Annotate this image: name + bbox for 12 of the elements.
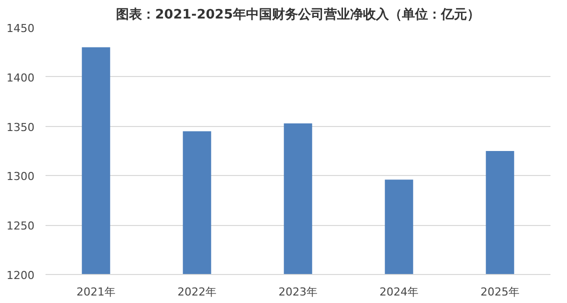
y-tick-label: 1450 — [6, 22, 35, 35]
y-tick-label: 1350 — [6, 120, 35, 134]
x-tick-label: 2025年 — [480, 286, 520, 298]
y-tick-label: 1250 — [6, 220, 35, 233]
y-tick-label: 1300 — [6, 170, 35, 184]
x-tick-label: 2022年 — [178, 286, 217, 298]
y-tick-label: 1200 — [6, 269, 35, 282]
chart-title: 图表：2021-2025年中国财务公司营业净收入（单位：亿元） — [116, 6, 480, 22]
x-tick-label: 2021年 — [76, 286, 116, 298]
x-tick-label: 2023年 — [278, 286, 318, 298]
x-tick-label: 2024年 — [380, 286, 419, 298]
y-tick-label: 1400 — [6, 71, 35, 84]
